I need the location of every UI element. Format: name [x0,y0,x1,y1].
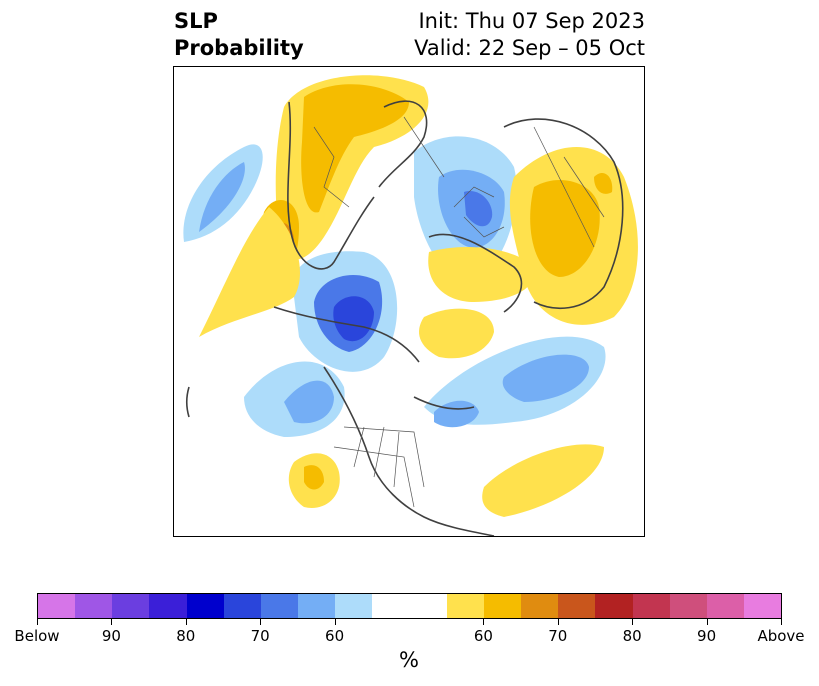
colorbar-segment [743,594,782,618]
colorbar-tick [185,619,187,625]
colorbar-tick [334,619,336,625]
political-borders [313,116,605,508]
colorbar-segment [595,594,633,618]
colorbar-tick-label: Below [14,627,60,645]
init-date: Init: Thu 07 Sep 2023 [418,9,645,33]
colorbar-tick [632,619,634,625]
colorbar-segment [112,594,150,618]
colorbar-unit-label: % [399,648,419,672]
colorbar-segment [186,594,224,618]
colorbar-segment [483,594,522,618]
colorbar-segment [558,594,596,618]
colorbar-tick-label: 70 [548,627,568,645]
colorbar-tick [260,619,262,625]
colorbar-tick [483,619,485,625]
colorbar-segment [372,594,410,618]
map-subtitle: Init: Thu 07 Sep 2023 Valid: 22 Sep – 05… [414,8,645,62]
colorbar-segment [149,594,187,618]
colorbar-tick-label: 60 [325,627,345,645]
colorbar-tick-label: 60 [473,627,493,645]
colorbar-segment [298,594,336,618]
colorbar-segment [75,594,113,618]
colorbar-segment [38,594,76,618]
colorbar-tick-label: 70 [250,627,270,645]
colorbar-segment [260,594,299,618]
colorbar-tick [37,619,38,625]
colorbar-tick-label: 80 [176,627,196,645]
colorbar-segment [409,594,447,618]
colorbar-segment [632,594,670,618]
map-title: SLP Probability [174,8,304,62]
colorbar-tick [706,619,708,625]
colorbar-tick-label: 90 [101,627,121,645]
colorbar-segment [706,594,744,618]
colorbar-tick-label: 90 [697,627,717,645]
colorbar-segment [223,594,261,618]
colorbar-segment [521,594,559,618]
colorbar-tick [111,619,113,625]
colorbar-segment [446,594,484,618]
colorbar-tick-label: 80 [622,627,642,645]
probability-map [173,66,645,537]
colorbar-tick [557,619,559,625]
below-normal-shading [183,136,606,437]
colorbar-tick [781,619,782,625]
title-line-2: Probability [174,36,304,60]
colorbar-segment [669,594,707,618]
valid-range: Valid: 22 Sep – 05 Oct [414,36,645,60]
coastlines [185,100,624,536]
colorbar-segment [335,594,373,618]
above-normal-shading [199,75,638,517]
colorbar-tick-label: Above [757,627,805,645]
title-line-1: SLP [174,9,218,33]
colorbar [37,593,782,619]
map-canvas [183,75,638,536]
